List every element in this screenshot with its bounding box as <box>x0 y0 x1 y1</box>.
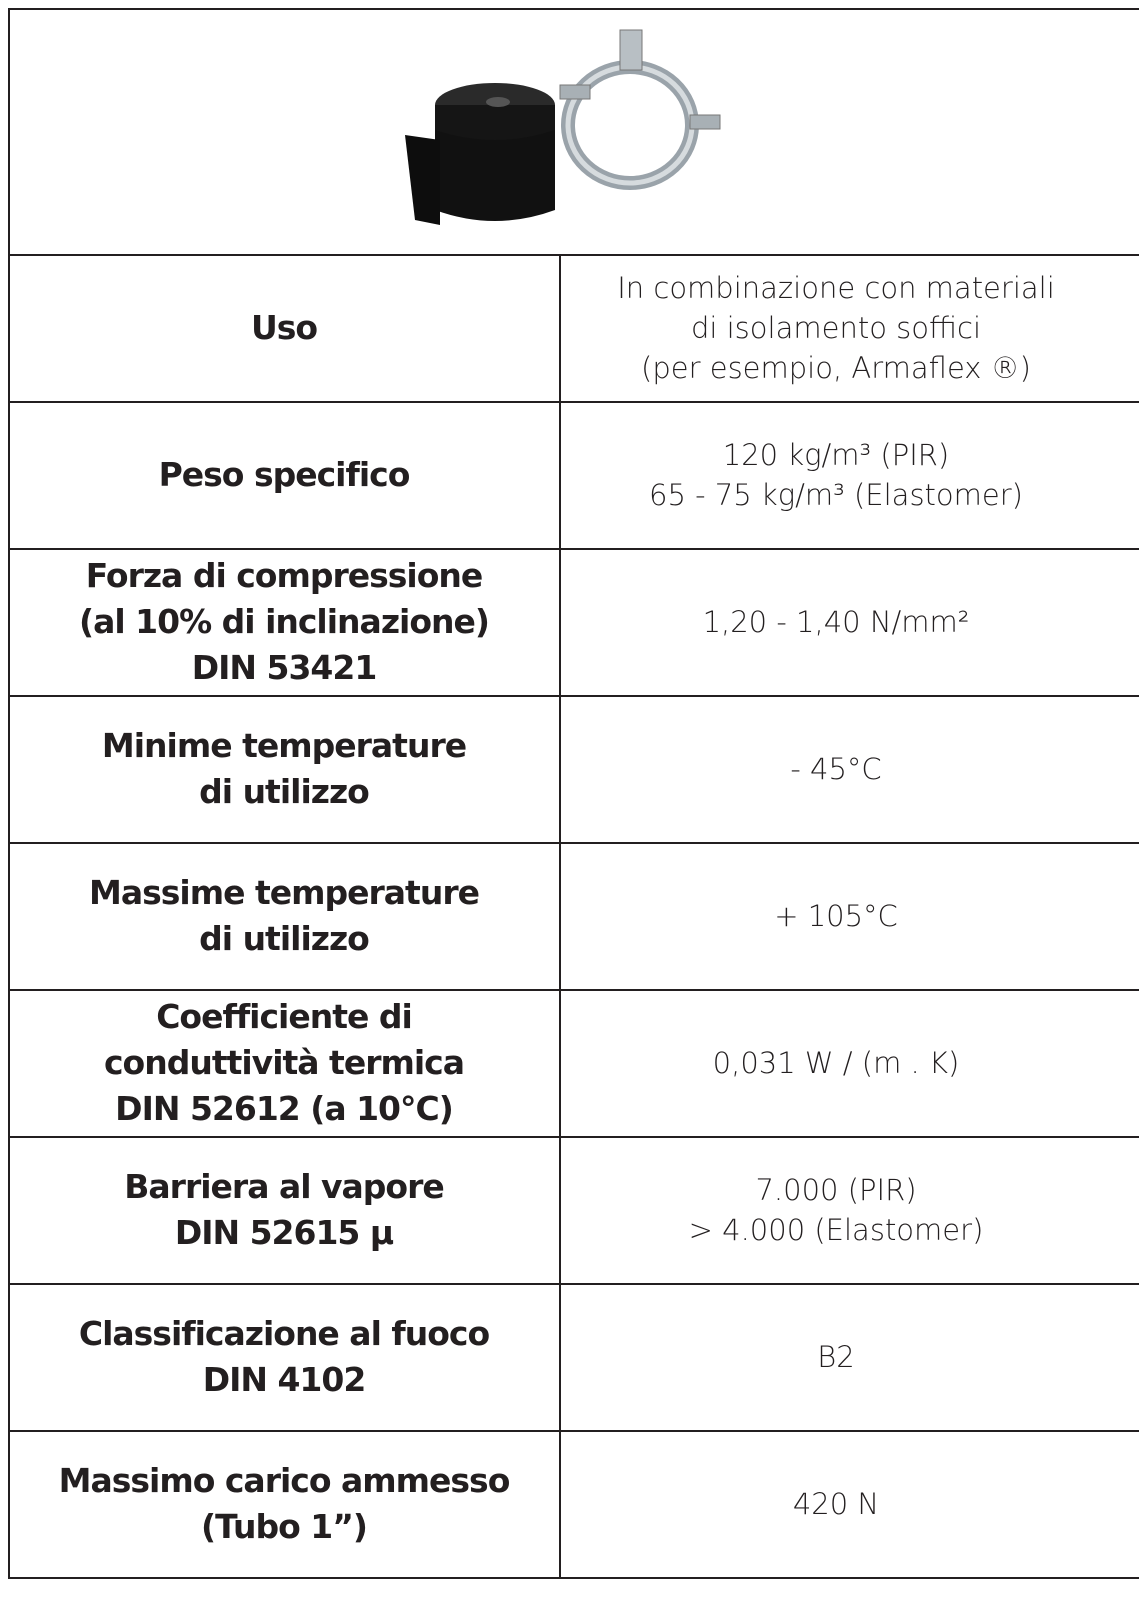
property-label: DIN 53421 <box>192 645 377 691</box>
property-label: DIN 4102 <box>203 1357 366 1403</box>
property-value: 1,20 - 1,40 N/mm² <box>703 602 970 642</box>
property-label: DIN 52612 (a 10°C) <box>115 1086 453 1132</box>
property-value: 65 - 75 kg/m³ (Elastomer) <box>649 475 1023 515</box>
property-value: 0,031 W / (m . K) <box>713 1043 960 1083</box>
value-cell: + 105°C <box>560 842 1112 989</box>
value-cell: 7.000 (PIR)> 4.000 (Elastomer) <box>560 1136 1112 1283</box>
property-label: conduttività termica <box>104 1040 464 1086</box>
property-label: di utilizzo <box>199 769 369 815</box>
property-value: + 105°C <box>774 896 898 936</box>
label-cell: Massimo carico ammesso(Tubo 1”) <box>8 1430 560 1577</box>
property-value: In combinazione con materiali <box>617 268 1055 308</box>
property-label: Massime temperature <box>89 870 479 916</box>
property-value: 7.000 (PIR) <box>755 1170 916 1210</box>
property-value: - 45°C <box>790 749 881 789</box>
property-label: Minime temperature <box>102 723 466 769</box>
label-cell: Uso <box>8 254 560 401</box>
property-label: Classificazione al fuoco <box>79 1311 489 1357</box>
property-label: Massimo carico ammesso <box>59 1458 510 1504</box>
property-label: DIN 52615 μ <box>175 1210 393 1256</box>
product-image <box>400 20 740 235</box>
property-label: Forza di compressione <box>86 553 483 599</box>
value-cell: 120 kg/m³ (PIR)65 - 75 kg/m³ (Elastomer) <box>560 401 1112 548</box>
property-label: (Tubo 1”) <box>201 1504 367 1550</box>
value-cell: B2 <box>560 1283 1112 1430</box>
label-cell: Peso specifico <box>8 401 560 548</box>
value-cell: 420 N <box>560 1430 1112 1577</box>
value-cell: 0,031 W / (m . K) <box>560 989 1112 1136</box>
property-value: > 4.000 (Elastomer) <box>689 1210 984 1250</box>
property-value: di isolamento soffici <box>691 308 981 348</box>
value-cell: 1,20 - 1,40 N/mm² <box>560 548 1112 695</box>
property-value: (per esempio, Armaflex ®) <box>641 348 1031 388</box>
property-value: 420 N <box>793 1484 879 1524</box>
property-label: Peso specifico <box>159 452 410 498</box>
value-cell: - 45°C <box>560 695 1112 842</box>
property-label: di utilizzo <box>199 916 369 962</box>
property-value: B2 <box>817 1337 854 1377</box>
property-label: Uso <box>251 305 317 351</box>
property-label: (al 10% di inclinazione) <box>79 599 489 645</box>
property-value: 120 kg/m³ (PIR) <box>723 435 949 475</box>
property-label: Barriera al vapore <box>124 1164 444 1210</box>
property-label: Coefficiente di <box>156 994 412 1040</box>
label-cell: Forza di compressione(al 10% di inclinaz… <box>8 548 560 695</box>
page: Uso In combinazione con materialidi isola… <box>0 0 1139 1622</box>
